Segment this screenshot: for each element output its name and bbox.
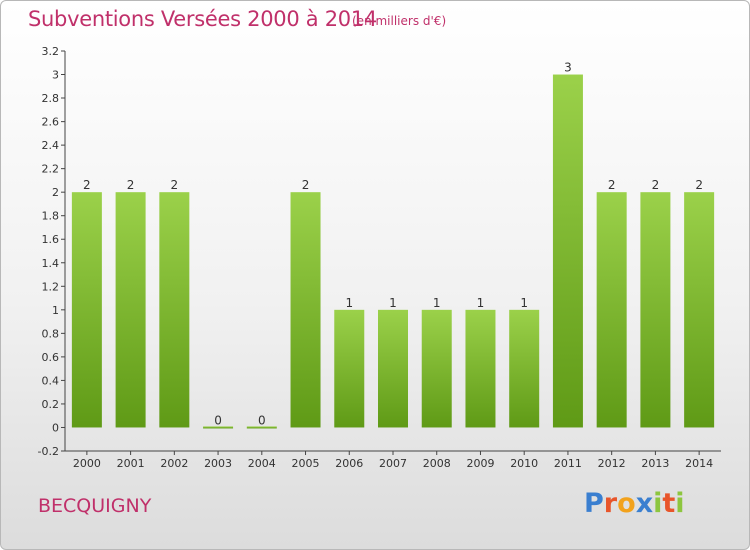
bar-value-label: 1 (345, 296, 353, 310)
bar (203, 426, 234, 429)
chart-title: Subventions Versées 2000 à 2014 (28, 7, 377, 31)
bar (378, 309, 408, 428)
bar (421, 309, 452, 428)
bar-value-label: 2 (302, 178, 310, 192)
logo-letter: r (603, 488, 618, 519)
x-tick-label: 2013 (641, 457, 669, 470)
y-tick-label: 1.4 (42, 257, 60, 270)
y-tick-label: 2.2 (42, 163, 60, 176)
logo-letter: i (653, 488, 663, 519)
x-tick-label: 2010 (510, 457, 538, 470)
bar-value-label: 2 (695, 178, 703, 192)
proxiti-logo[interactable]: Proxiti (584, 488, 685, 519)
x-tick-label: 2008 (423, 457, 451, 470)
bar (334, 309, 365, 428)
bar-value-label: 2 (608, 178, 616, 192)
y-tick-label: 2.6 (42, 116, 60, 129)
bar (552, 74, 583, 428)
bar (290, 192, 321, 428)
y-tick-label: 0 (52, 421, 59, 434)
commune-name: BECQUIGNY (38, 495, 152, 517)
bar (509, 309, 540, 428)
bar-value-label: 1 (520, 296, 528, 310)
x-tick-label: 2012 (598, 457, 626, 470)
y-tick-label: 1.8 (42, 210, 60, 223)
y-tick-label: 0.2 (42, 398, 60, 411)
y-tick-label: 2.4 (42, 139, 60, 152)
bar (465, 309, 496, 428)
bar-value-label: 2 (171, 178, 179, 192)
x-tick-label: 2005 (292, 457, 320, 470)
y-tick-label: 1 (52, 304, 59, 317)
bar (71, 192, 102, 428)
x-tick-label: 2014 (685, 457, 713, 470)
x-tick-label: 2006 (335, 457, 363, 470)
bar-value-label: 1 (389, 296, 397, 310)
bar (159, 192, 190, 428)
bar-value-label: 1 (477, 296, 485, 310)
x-tick-label: 2000 (73, 457, 101, 470)
bar-value-label: 3 (564, 61, 572, 75)
y-tick-label: 0.8 (42, 327, 60, 340)
logo-letter: x (635, 488, 654, 519)
bar-value-label: 0 (258, 413, 266, 427)
bar-value-label: 1 (433, 296, 441, 310)
y-tick-label: 1.6 (42, 233, 60, 246)
y-tick-label: 2 (52, 186, 59, 199)
chart-unit: (en milliers d'€) (352, 14, 447, 28)
bar-value-label: 2 (652, 178, 660, 192)
bar (596, 192, 627, 428)
y-tick-label: 3.2 (42, 45, 60, 58)
x-tick-label: 2001 (117, 457, 145, 470)
x-tick-label: 2009 (466, 457, 494, 470)
y-tick-label: 3 (52, 69, 59, 82)
bar-value-label: 2 (83, 178, 91, 192)
y-tick-label: 0.6 (42, 351, 60, 364)
logo-letter: i (675, 488, 685, 519)
bar (115, 192, 146, 428)
bar (246, 426, 277, 429)
y-tick-label: -0.2 (38, 445, 59, 458)
y-tick-label: 1.2 (42, 280, 60, 293)
logo-letter: o (617, 488, 636, 519)
bar (684, 192, 715, 428)
x-tick-label: 2002 (160, 457, 188, 470)
y-tick-label: 2.8 (42, 92, 60, 105)
x-tick-label: 2011 (554, 457, 582, 470)
x-tick-label: 2004 (248, 457, 276, 470)
logo-letter: t (662, 488, 676, 519)
x-tick-label: 2003 (204, 457, 232, 470)
x-tick-label: 2007 (379, 457, 407, 470)
bar (640, 192, 671, 428)
bar-value-label: 2 (127, 178, 135, 192)
y-tick-label: 0.4 (42, 374, 60, 387)
bar-value-label: 0 (214, 413, 222, 427)
logo-letter: P (584, 488, 604, 519)
